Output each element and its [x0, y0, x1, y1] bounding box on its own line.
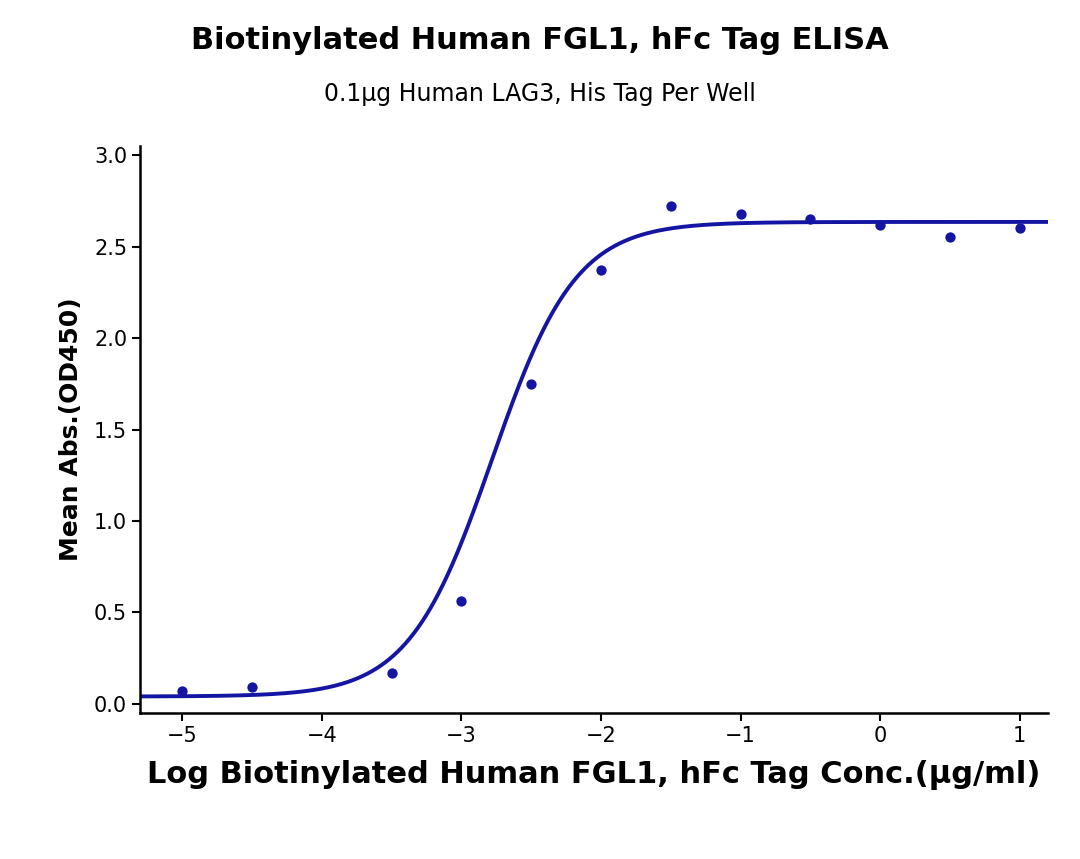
Y-axis label: Mean Abs.(OD450): Mean Abs.(OD450)	[59, 298, 83, 561]
Point	[801, 212, 819, 226]
Point	[243, 680, 260, 694]
Text: 0.1μg Human LAG3, His Tag Per Well: 0.1μg Human LAG3, His Tag Per Well	[324, 82, 756, 106]
Point	[872, 218, 889, 232]
Text: Biotinylated Human FGL1, hFc Tag ELISA: Biotinylated Human FGL1, hFc Tag ELISA	[191, 26, 889, 55]
Point	[1011, 222, 1028, 235]
X-axis label: Log Biotinylated Human FGL1, hFc Tag Conc.(μg/ml): Log Biotinylated Human FGL1, hFc Tag Con…	[147, 760, 1041, 790]
Point	[732, 207, 750, 221]
Point	[174, 684, 191, 698]
Point	[523, 377, 540, 391]
Point	[383, 666, 401, 679]
Point	[942, 230, 959, 244]
Point	[592, 264, 609, 277]
Point	[453, 594, 470, 608]
Point	[662, 199, 679, 213]
